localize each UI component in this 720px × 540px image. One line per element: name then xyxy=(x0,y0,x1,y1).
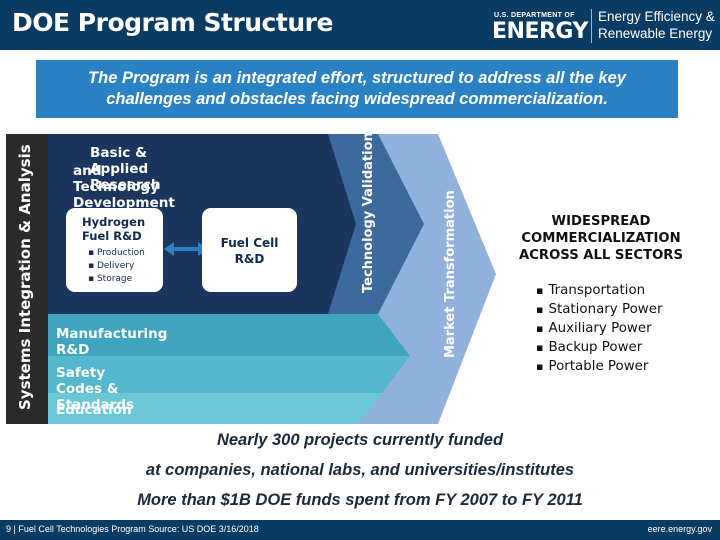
header-bar: DOE Program Structure U.S. DEPARTMENT OF… xyxy=(0,0,720,50)
widespread-commercialization-heading: WIDESPREAD COMMERCIALIZATION ACROSS ALL … xyxy=(496,213,706,264)
logo-divider xyxy=(591,9,592,43)
doe-eere-logo: U.S. DEPARTMENT OF ENERGY Energy Efficie… xyxy=(490,6,715,46)
safety-codes-band xyxy=(48,356,410,393)
sector-item: Backup Power xyxy=(536,338,662,357)
logo-energy-text: ENERGY xyxy=(492,19,588,44)
systems-integration-label: Systems Integration & Analysis xyxy=(16,144,34,410)
callout-line-1: The Program is an integrated effort, str… xyxy=(88,69,626,87)
footer-bar: 9 | Fuel Cell Technologies Program Sourc… xyxy=(0,520,720,540)
exchange-arrow-left-head xyxy=(164,242,174,256)
hydrogen-item-production: ▪ Production xyxy=(88,248,145,258)
sector-item: Stationary Power xyxy=(536,300,662,319)
hydrogen-item-production-label: Production xyxy=(96,248,145,258)
fuelcell-title-1: Fuel Cell xyxy=(220,236,279,250)
widespread-line-1: WIDESPREAD xyxy=(551,214,651,229)
education-band xyxy=(48,393,382,424)
sector-item: Transportation xyxy=(536,281,662,300)
footer-source: 9 | Fuel Cell Technologies Program Sourc… xyxy=(6,524,259,534)
sector-list: Transportation Stationary Power Auxiliar… xyxy=(536,281,662,376)
logo-eere-line1: Energy Efficiency & xyxy=(598,9,715,24)
band-manufacturing-label: Manufacturing R&D xyxy=(56,326,168,358)
summary-line-2: at companies, national labs, and univers… xyxy=(145,461,575,479)
hydrogen-item-storage: ▪ Storage xyxy=(88,274,133,284)
logo-department-text: U.S. DEPARTMENT OF xyxy=(494,12,575,19)
research-block-line-1: Basic & Applied Research xyxy=(90,145,161,193)
summary-line-3: More than $1B DOE funds spent from FY 20… xyxy=(137,491,583,509)
footer-url: eere.energy.gov xyxy=(647,524,712,534)
widespread-line-2: COMMERCIALIZATION xyxy=(521,231,681,246)
research-block-line-2: and Technology Development xyxy=(73,163,175,211)
hydrogen-item-delivery: ▪ Delivery xyxy=(88,261,135,271)
fuelcell-title-2: R&D xyxy=(234,252,265,266)
hydrogen-title-1: Hydrogen xyxy=(82,215,146,229)
summary-line-1: Nearly 300 projects currently funded xyxy=(216,431,504,449)
widespread-line-3: ACROSS ALL SECTORS xyxy=(519,248,683,263)
page-title: DOE Program Structure xyxy=(12,8,333,37)
hydrogen-fuel-rd-box: Hydrogen Fuel R&D ▪ Production ▪ Deliver… xyxy=(66,208,163,292)
band-safety-codes-label: Safety Codes & Standards xyxy=(56,365,135,413)
callout-line-2: challenges and obstacles facing widespre… xyxy=(106,90,608,108)
manufacturing-band xyxy=(48,314,410,356)
sector-item: Portable Power xyxy=(536,357,662,376)
systems-integration-bar xyxy=(6,134,48,424)
hydrogen-title-2: Fuel R&D xyxy=(82,229,142,243)
hydrogen-item-storage-label: Storage xyxy=(96,274,133,284)
band-education-label: Education xyxy=(56,402,132,418)
hydrogen-item-delivery-label: Delivery xyxy=(96,261,135,271)
logo-eere-line2: Renewable Energy xyxy=(598,26,713,41)
sector-item: Auxiliary Power xyxy=(536,319,662,338)
fuel-cell-rd-box: Fuel Cell R&D xyxy=(202,208,297,292)
market-transformation-label: Market Transformation xyxy=(443,190,458,358)
technology-validation-label: Technology Validation xyxy=(361,132,376,293)
intro-callout: The Program is an integrated effort, str… xyxy=(36,60,678,118)
